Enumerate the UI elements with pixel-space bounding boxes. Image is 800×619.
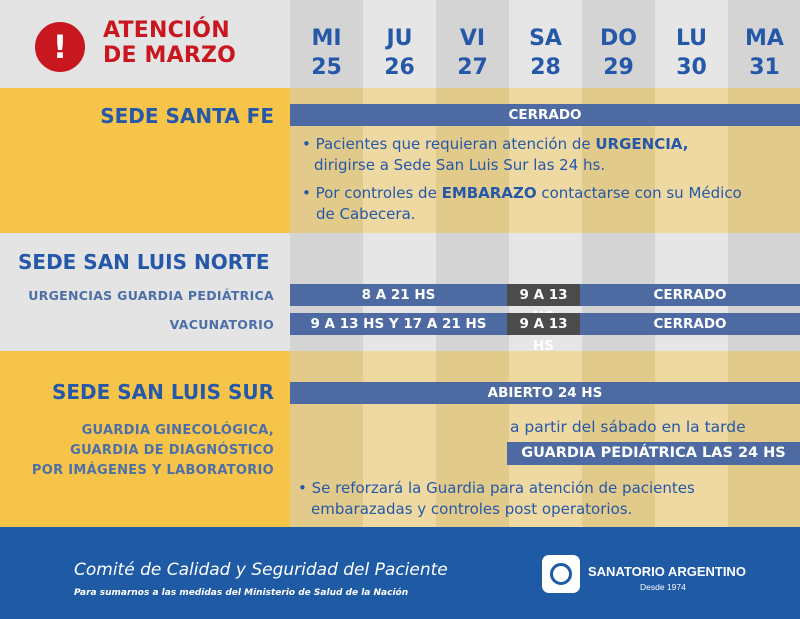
san-luis-norte-label-area [0, 233, 290, 351]
day-header-thu: JU 26 [363, 24, 436, 82]
service-label-vacunatorio: VACUNATORIO [169, 317, 274, 332]
footer-committee: Comité de Calidad y Seguridad del Pacien… [74, 560, 448, 580]
day-name: MA [745, 26, 784, 51]
day-name: DO [600, 26, 637, 51]
note-emphasis: URGENCIA, [595, 135, 689, 153]
from-saturday-note: a partir del sábado en la tarde [510, 418, 746, 436]
footer-subline: Para sumarnos a las medidas del Minister… [74, 588, 409, 598]
san-luis-sur-label-area [0, 351, 290, 527]
santa-fe-label-area [0, 88, 290, 233]
service-line: GUARDIA DE DIAGNÓSTICO [70, 443, 274, 458]
title-line-1: ATENCIÓN [103, 18, 230, 43]
sanatorio-logo-mark [550, 563, 572, 585]
san-luis-sur-note: • Se reforzará la Guardia para atención … [298, 478, 798, 520]
service-line: POR IMÁGENES Y LABORATORIO [31, 463, 274, 478]
pediatric-24h-bar: GUARDIA PEDIÁTRICA LAS 24 HS [507, 442, 800, 465]
day-number: 31 [749, 55, 780, 80]
guardia-pediatrica-closed: CERRADO [580, 284, 800, 306]
santa-fe-note-embarazo: • Por controles de EMBARAZO contactarse … [302, 183, 792, 225]
note-text: • Se reforzará la Guardia para atención … [298, 479, 695, 497]
note-text: • Por controles de [302, 184, 442, 202]
schedule-grid-background [290, 0, 800, 527]
day-header-mon: LU 30 [655, 24, 728, 82]
guardia-pediatrica-saturday-hours: 9 A 13 HS [507, 284, 580, 325]
san-luis-sur-status-bar: ABIERTO 24 HS [290, 382, 800, 404]
day-number: 27 [457, 55, 488, 80]
day-number: 28 [530, 55, 561, 80]
guardia-pediatrica-weekday-hours: 8 A 21 HS [290, 284, 507, 306]
note-text: • Pacientes que requieran atención de [302, 135, 596, 153]
vacunatorio-saturday-hours: 9 A 13 HS [507, 313, 580, 354]
alert-icon: ! [35, 22, 85, 72]
service-line: GUARDIA GINECOLÓGICA, [81, 423, 274, 438]
page-title: ATENCIÓN DE MARZO [103, 18, 236, 68]
day-header-tue: MA 31 [728, 24, 800, 82]
day-name: SA [529, 26, 562, 51]
day-name: LU [675, 26, 708, 51]
note-text: contactarse con su Médico [536, 184, 742, 202]
santa-fe-status-bar: CERRADO [290, 104, 800, 126]
day-header-fri: VI 27 [436, 24, 509, 82]
san-luis-sur-title: SEDE SAN LUIS SUR [51, 380, 274, 404]
san-luis-sur-services: GUARDIA GINECOLÓGICA, GUARDIA DE DIAGNÓS… [32, 421, 274, 481]
note-text: embarazadas y controles post operatorios… [311, 500, 633, 518]
day-number: 29 [603, 55, 634, 80]
footer-brand: SANATORIO ARGENTINO [588, 564, 746, 579]
note-text: dirigirse a Sede San Luis Sur las 24 hs. [314, 156, 606, 174]
day-name: MI [311, 26, 342, 51]
santa-fe-title: SEDE SANTA FE [100, 104, 274, 128]
day-header-wed: MI 25 [290, 24, 363, 82]
status-text: ABIERTO 24 HS [487, 385, 603, 401]
note-emphasis: EMBARAZO [441, 184, 537, 202]
footer-since: Desde 1974 [640, 582, 686, 592]
day-number: 30 [676, 55, 707, 80]
day-name: VI [459, 26, 486, 51]
day-header-sun: DO 29 [582, 24, 655, 82]
footer [0, 527, 800, 619]
day-number: 25 [311, 55, 342, 80]
title-line-2: DE MARZO [103, 43, 237, 68]
san-luis-norte-title: SEDE SAN LUIS NORTE [18, 250, 270, 274]
santa-fe-note-urgencia: • Pacientes que requieran atención de UR… [302, 134, 792, 176]
day-number: 26 [384, 55, 415, 80]
vacunatorio-weekday-hours: 9 A 13 HS Y 17 A 21 HS [290, 313, 507, 335]
day-name: JU [386, 26, 413, 51]
service-label-guardia-pediatrica: URGENCIAS GUARDIA PEDIÁTRICA [28, 288, 274, 303]
vacunatorio-closed: CERRADO [580, 313, 800, 335]
day-header-sat: SA 28 [509, 24, 582, 82]
note-text: de Cabecera. [316, 205, 416, 223]
